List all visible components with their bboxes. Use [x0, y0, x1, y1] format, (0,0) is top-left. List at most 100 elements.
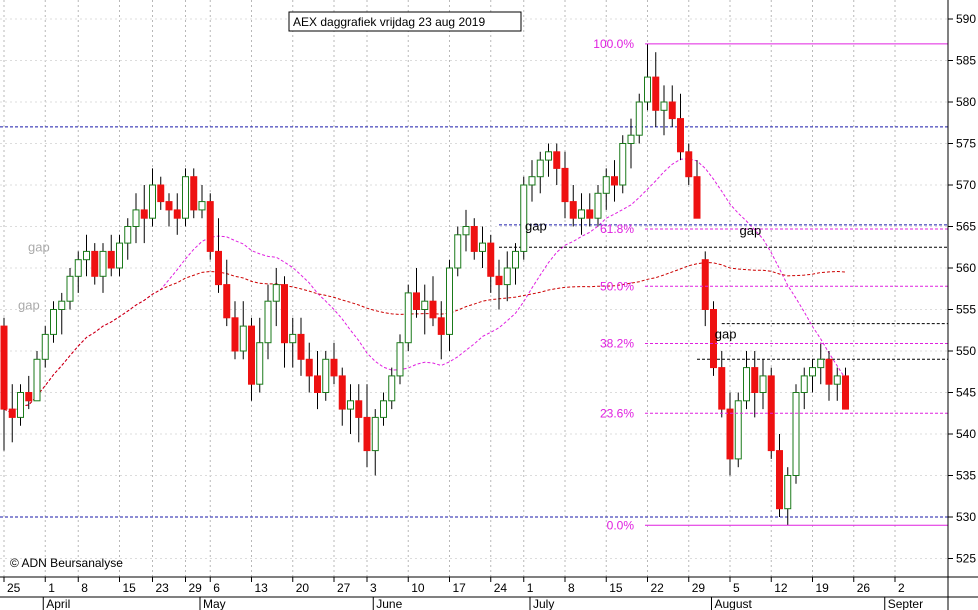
- candle: [305, 342, 313, 393]
- candle: [107, 234, 115, 277]
- month-label: August: [715, 597, 753, 610]
- candle: [520, 176, 528, 260]
- candle: [363, 384, 371, 468]
- fib-level-label: 100.0%: [593, 37, 634, 51]
- x-tick-label: 1: [527, 581, 534, 595]
- candle: [833, 367, 841, 401]
- candle: [396, 334, 404, 385]
- x-tick-label: 15: [123, 581, 137, 595]
- candle: [487, 234, 495, 293]
- y-tick-label: 535: [956, 469, 976, 483]
- candle: [66, 268, 74, 310]
- candle: [784, 467, 792, 526]
- candle: [437, 301, 445, 360]
- candle: [586, 193, 594, 227]
- candle: [99, 243, 107, 293]
- candle: [462, 209, 470, 252]
- fib-level-label: 50.0%: [600, 279, 634, 293]
- candle: [479, 226, 486, 268]
- candle: [223, 259, 231, 327]
- candle: [792, 384, 800, 484]
- y-tick-label: 555: [956, 303, 976, 317]
- candle: [718, 351, 726, 418]
- candle: [413, 268, 420, 318]
- x-tick-label: 19: [816, 581, 830, 595]
- x-tick-label: 2: [898, 581, 905, 595]
- x-tick-label: 10: [411, 581, 425, 595]
- candle: [58, 292, 66, 335]
- candle: [256, 317, 264, 393]
- candle: [116, 234, 123, 277]
- candle: [421, 284, 429, 335]
- candle: [314, 351, 321, 410]
- x-tick-label: 1: [48, 581, 55, 595]
- y-tick-label: 575: [956, 137, 976, 151]
- candle: [371, 409, 379, 476]
- candle: [611, 160, 618, 202]
- candle: [693, 160, 701, 219]
- gap-label: gap: [525, 219, 547, 234]
- candle: [25, 375, 33, 410]
- x-tick-label: 8: [568, 581, 575, 595]
- candle: [776, 434, 783, 517]
- candle: [710, 301, 717, 376]
- tick-labels: 5255305355405455505555605655705755805855…: [3, 12, 976, 610]
- candle: [8, 384, 16, 443]
- candle: [619, 135, 627, 194]
- month-label: July: [533, 597, 554, 610]
- month-label: June: [376, 597, 402, 610]
- candle: [685, 143, 693, 185]
- candle: [751, 351, 759, 418]
- x-tick-label: 29: [189, 581, 203, 595]
- candle: [602, 168, 610, 210]
- candle: [322, 351, 330, 401]
- candle: [809, 359, 816, 393]
- candle: [825, 351, 833, 401]
- candle: [842, 367, 849, 410]
- x-tick-label: 8: [81, 581, 88, 595]
- candle: [726, 392, 734, 476]
- gap-label: gap: [18, 298, 40, 313]
- x-tick-label: 15: [609, 581, 623, 595]
- x-tick-label: 5: [733, 581, 740, 595]
- month-label: May: [203, 597, 226, 610]
- y-tick-label: 540: [956, 427, 976, 441]
- y-tick-label: 560: [956, 261, 976, 275]
- gap-label: gap: [715, 327, 737, 342]
- fib-level-label: 61.8%: [600, 222, 634, 236]
- candle: [248, 317, 255, 401]
- candle: [289, 317, 297, 368]
- y-tick-label: 590: [956, 12, 976, 26]
- candle: [660, 85, 668, 136]
- candle: [627, 118, 635, 169]
- candle: [429, 276, 437, 327]
- y-tick-label: 565: [956, 220, 976, 234]
- candle: [355, 384, 363, 443]
- y-tick-label: 585: [956, 54, 976, 68]
- candle: [652, 52, 660, 127]
- fibonacci-levels: 100.0% 61.8% 50.0% 38.2% 23.6% 0.0%: [593, 37, 948, 532]
- candle: [330, 342, 338, 385]
- x-tick-label: 26: [857, 581, 871, 595]
- candle: [635, 93, 643, 144]
- candle: [272, 268, 280, 327]
- candle: [206, 193, 214, 260]
- x-tick-label: 23: [156, 581, 170, 595]
- candle: [668, 85, 676, 127]
- candle: [594, 185, 602, 227]
- candle: [91, 243, 99, 285]
- candle: [83, 234, 90, 277]
- y-tick-label: 580: [956, 95, 976, 109]
- candle: [149, 168, 156, 227]
- candle: [512, 243, 519, 285]
- candle: [33, 351, 41, 402]
- candles: [0, 43, 849, 526]
- y-tick-label: 525: [956, 552, 976, 566]
- month-label: Septer: [888, 597, 923, 610]
- candle: [404, 284, 412, 351]
- candle: [388, 367, 396, 410]
- x-tick-label: 17: [453, 581, 467, 595]
- x-tick-label: 29: [692, 581, 706, 595]
